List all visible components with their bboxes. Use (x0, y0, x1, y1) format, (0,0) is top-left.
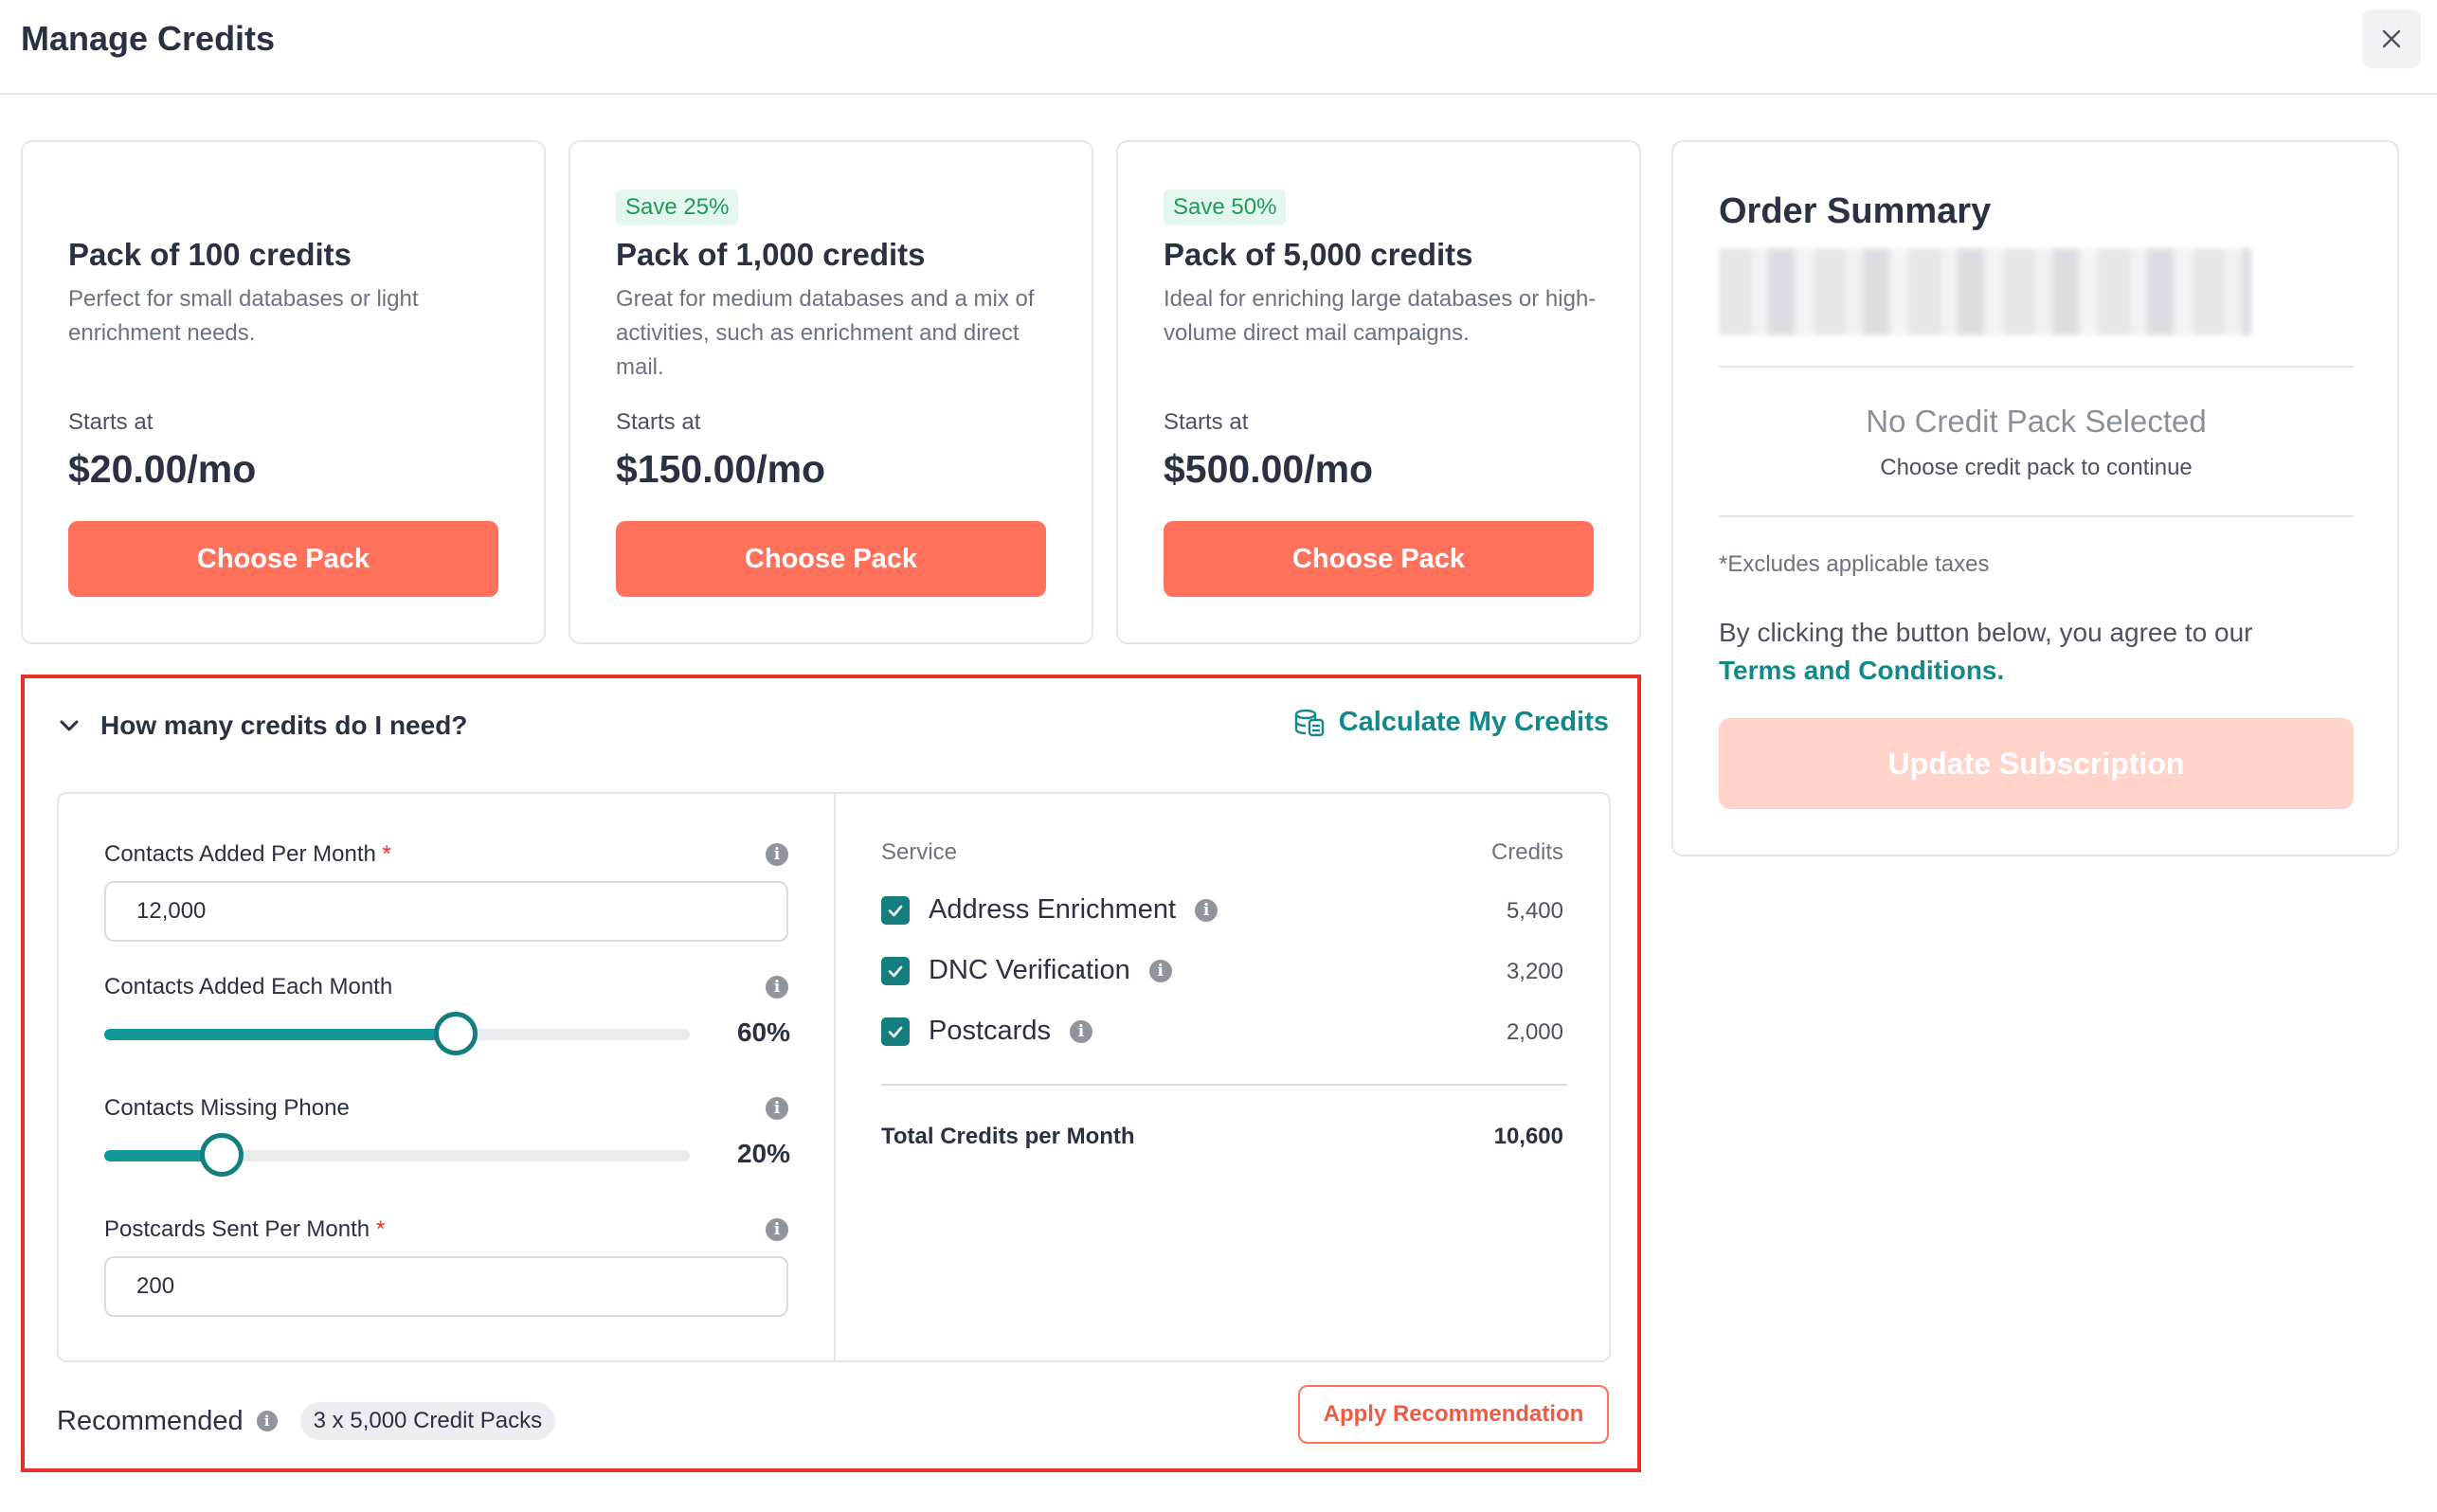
info-icon[interactable]: i (766, 1097, 788, 1120)
order-summary-panel: Order Summary No Credit Pack Selected Ch… (1671, 140, 2399, 856)
postcards-per-month-input[interactable]: 200 (104, 1256, 788, 1317)
contacts-each-month-value: 60% (736, 1017, 790, 1047)
service-row-address-enrichment: Address Enrichment i (881, 894, 1218, 926)
contacts-each-month-label: Contacts Added Each Month (104, 974, 393, 999)
calculator-toggle[interactable]: How many credits do I need? (57, 711, 467, 741)
calculate-link-label: Calculate My Credits (1338, 707, 1609, 737)
panel-divider (834, 794, 836, 1360)
pack-card-5000: Save 50% Pack of 5,000 credits Ideal for… (1116, 140, 1641, 644)
info-icon[interactable]: i (766, 976, 788, 999)
modal-title: Manage Credits (21, 19, 276, 58)
pack-description: Ideal for enriching large databases or h… (1164, 286, 1597, 346)
contacts-each-month-slider[interactable] (104, 1012, 690, 1055)
apply-recommendation-button[interactable]: Apply Recommendation (1298, 1385, 1609, 1444)
required-marker: * (375, 1216, 386, 1242)
divider (1719, 515, 2354, 517)
check-icon (888, 965, 903, 977)
pack-starts-label: Starts at (68, 409, 153, 435)
info-icon[interactable]: i (256, 1411, 278, 1431)
coins-icon (1294, 709, 1324, 736)
slider-fill (104, 1150, 222, 1161)
contacts-per-month-label: Contacts Added Per Month * (104, 841, 391, 868)
slider-thumb[interactable] (433, 1012, 478, 1055)
contacts-missing-phone-label: Contacts Missing Phone (104, 1095, 350, 1121)
info-icon[interactable]: i (1195, 898, 1218, 922)
modal-header: Manage Credits (0, 0, 2437, 95)
pack-description: Perfect for small databases or light enr… (68, 286, 419, 346)
calculator-panel: Contacts Added Per Month * i 12,000 Cont… (57, 792, 1611, 1362)
pack-description: Great for medium databases and a mix of … (616, 286, 1035, 380)
savings-badge: Save 50% (1164, 189, 1287, 225)
choose-pack-button[interactable]: Choose Pack (1164, 521, 1594, 597)
pack-price: $500.00/mo (1164, 447, 1374, 491)
close-button[interactable] (2362, 9, 2421, 68)
service-credits: 3,200 (1506, 959, 1563, 984)
calculator-question: How many credits do I need? (100, 711, 468, 740)
contacts-missing-phone-value: 20% (736, 1139, 790, 1168)
pack-title: Pack of 5,000 credits (1164, 237, 1473, 272)
pack-card-100: Pack of 100 credits Perfect for small da… (21, 140, 546, 644)
divider (881, 1084, 1567, 1086)
pack-starts-label: Starts at (1164, 409, 1249, 435)
contacts-per-month-input[interactable]: 12,000 (104, 881, 788, 942)
pack-starts-label: Starts at (616, 409, 701, 435)
redacted-account-info (1719, 248, 2251, 335)
slider-thumb[interactable] (199, 1133, 244, 1177)
empty-state-subtitle: Choose credit pack to continue (1880, 455, 2193, 480)
required-marker: * (382, 841, 391, 867)
info-icon[interactable]: i (1069, 1019, 1092, 1043)
savings-badge: Save 25% (616, 189, 739, 225)
contacts-missing-phone-slider[interactable] (104, 1133, 690, 1177)
pack-title: Pack of 100 credits (68, 237, 352, 272)
agreement-text: By clicking the button below, you agree … (1719, 614, 2363, 690)
taxes-note: *Excludes applicable taxes (1719, 551, 1990, 577)
slider-fill (104, 1029, 456, 1040)
service-name: Postcards (929, 1016, 1051, 1046)
info-icon[interactable]: i (1148, 959, 1172, 982)
empty-state-title: No Credit Pack Selected (1866, 404, 2207, 439)
pack-card-1000: Save 25% Pack of 1,000 credits Great for… (569, 140, 1093, 644)
credit-calculator-section: How many credits do I need? Calculate My… (21, 675, 1641, 1472)
agreement-label: By clicking the button below, you agree … (1719, 618, 2253, 647)
info-icon[interactable]: i (766, 843, 788, 866)
postcards-per-month-label-text: Postcards Sent Per Month (104, 1216, 370, 1242)
pack-title: Pack of 1,000 credits (616, 237, 926, 272)
service-name: DNC Verification (929, 955, 1130, 985)
service-row-postcards: Postcards i (881, 1016, 1092, 1047)
choose-pack-button[interactable]: Choose Pack (68, 521, 498, 597)
divider (1719, 366, 2354, 368)
choose-pack-button[interactable]: Choose Pack (616, 521, 1046, 597)
check-icon (888, 1026, 903, 1037)
recommendation-row: Recommended i 3 x 5,000 Credit Packs (57, 1402, 556, 1440)
update-subscription-button[interactable]: Update Subscription (1719, 718, 2354, 809)
terms-link[interactable]: Terms and Conditions. (1719, 656, 2005, 685)
calculate-my-credits-link[interactable]: Calculate My Credits (1293, 707, 1609, 738)
chevron-down-icon (60, 720, 79, 731)
total-credits-value: 10,600 (1493, 1124, 1563, 1149)
recommended-pack-pill: 3 x 5,000 Credit Packs (299, 1402, 556, 1440)
pack-price: $150.00/mo (616, 447, 826, 491)
recommended-label: Recommended (57, 1405, 244, 1436)
service-credits: 2,000 (1506, 1019, 1563, 1045)
postcards-checkbox[interactable] (881, 1017, 910, 1046)
dnc-verification-checkbox[interactable] (881, 956, 910, 985)
close-icon (2382, 29, 2401, 48)
total-credits-label: Total Credits per Month (881, 1124, 1135, 1149)
service-name: Address Enrichment (929, 894, 1177, 925)
info-icon[interactable]: i (766, 1218, 788, 1241)
service-column-header: Service (881, 839, 958, 865)
check-icon (888, 905, 903, 916)
contacts-per-month-label-text: Contacts Added Per Month (104, 841, 376, 867)
postcards-per-month-label: Postcards Sent Per Month * (104, 1216, 385, 1243)
pack-price: $20.00/mo (68, 447, 257, 491)
order-summary-title: Order Summary (1719, 191, 1992, 231)
service-row-dnc-verification: DNC Verification i (881, 955, 1172, 986)
service-credits: 5,400 (1506, 898, 1563, 924)
address-enrichment-checkbox[interactable] (881, 895, 910, 925)
credits-column-header: Credits (1490, 839, 1563, 865)
